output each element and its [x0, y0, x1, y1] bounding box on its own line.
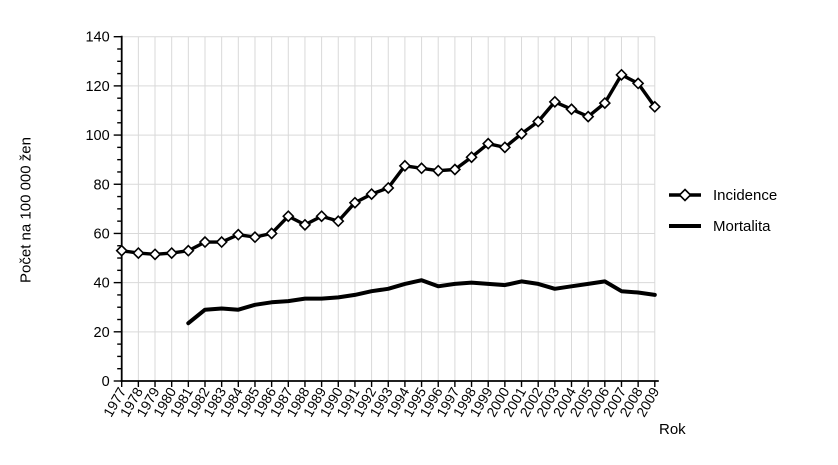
incidence-marker — [165, 246, 178, 260]
incidence-marker — [648, 100, 661, 113]
y-tick-label: 40 — [94, 276, 110, 292]
incidence-marker — [465, 151, 478, 164]
mortalita-legend-marker — [669, 224, 701, 228]
incidence-marker — [498, 141, 511, 154]
y-tick-label: 100 — [85, 128, 109, 144]
incidence-marker — [565, 103, 578, 116]
legend-label-mortalita: Mortalita — [713, 217, 771, 235]
y-tick-label: 140 — [85, 30, 109, 46]
incidence-marker — [332, 215, 345, 228]
incidence-marker — [132, 246, 145, 260]
y-axis: 0 20 40 60 80 100 120 140 — [85, 30, 123, 390]
y-tick-label: 20 — [94, 325, 110, 341]
legend-label-incidence: Incidence — [713, 186, 778, 204]
incidence-marker — [398, 159, 412, 172]
y-tick-label: 80 — [94, 177, 110, 193]
incidence-marker — [198, 235, 212, 249]
incidence-marker — [298, 218, 312, 231]
legend-item-incidence: Incidence — [668, 185, 777, 205]
legend: Incidence Mortalita — [668, 185, 777, 247]
incidence-marker — [515, 127, 528, 140]
incidence-marker — [548, 95, 561, 109]
incidence-marker — [632, 77, 645, 90]
y-tick-label: 0 — [102, 374, 110, 390]
incidence-marker — [232, 228, 245, 241]
x-axis-title: Rok — [659, 421, 686, 438]
incidence-series — [115, 68, 661, 261]
y-tick-label: 60 — [94, 226, 110, 242]
incidence-marker — [615, 68, 628, 81]
incidence-marker — [148, 248, 162, 261]
mortalita-series-line — [186, 278, 657, 326]
incidence-marker — [182, 244, 195, 257]
x-axis: 1977197819791980198119821983198419851986… — [100, 380, 662, 419]
gridlines — [121, 36, 656, 381]
incidence-marker — [215, 235, 228, 249]
incidence-marker — [365, 187, 378, 201]
incidence-marker — [382, 181, 395, 195]
incidence-marker — [482, 137, 495, 150]
incidence-marker — [315, 210, 328, 223]
y-tick-label: 120 — [85, 79, 109, 95]
incidence-legend-marker — [669, 188, 701, 202]
incidence-marker — [348, 196, 362, 209]
incidence-marker — [432, 164, 445, 177]
mortalita-series — [186, 278, 657, 326]
incidence-marker — [598, 96, 611, 110]
incidence-marker — [532, 115, 545, 128]
incidence-marker — [415, 162, 428, 175]
incidence-marker — [282, 210, 295, 223]
incidence-marker — [115, 244, 128, 257]
legend-item-mortalita: Mortalita — [668, 216, 777, 236]
y-axis-title: Počet na 100 000 žen — [17, 137, 35, 283]
incidence-marker — [582, 110, 595, 123]
incidence-marker — [248, 231, 262, 244]
incidence-marker — [448, 163, 462, 176]
incidence-marker — [265, 227, 278, 240]
